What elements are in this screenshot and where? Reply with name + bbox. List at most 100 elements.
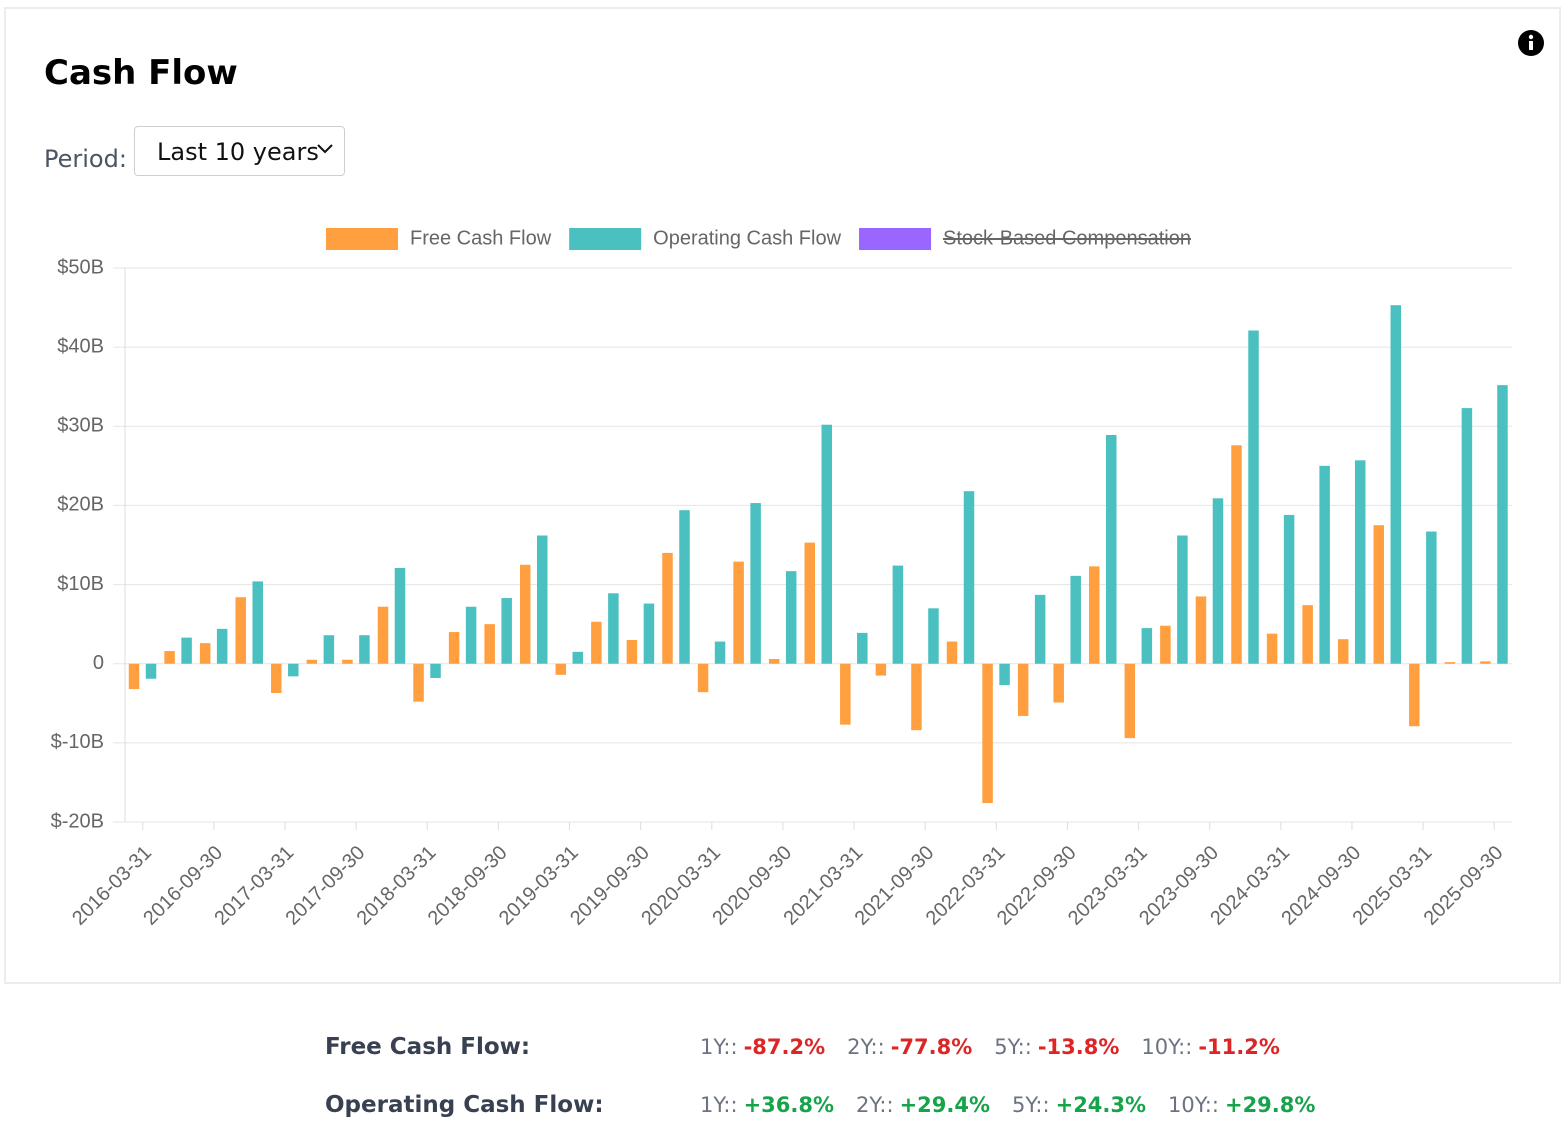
bar xyxy=(430,663,441,678)
chart: $-20B$-10B0$10B$20B$30B$40B$50B2016-03-3… xyxy=(51,227,1512,930)
bar xyxy=(1354,460,1366,664)
chevron xyxy=(317,144,333,154)
bar xyxy=(1231,445,1242,664)
bar xyxy=(1177,535,1188,664)
bar xyxy=(128,663,140,690)
bar xyxy=(911,663,922,731)
title: Cash Flow xyxy=(44,53,238,93)
bar xyxy=(591,621,602,664)
bar xyxy=(342,659,353,664)
stats: Free Cash Flow: 1Y:: -87.2% 2Y:: -77.8% 5Y:: -… xyxy=(325,1018,1337,1134)
stat-period: 2Y:: xyxy=(856,1093,894,1117)
bar xyxy=(1373,525,1385,664)
bar xyxy=(1283,514,1295,664)
bar xyxy=(1160,625,1171,664)
bar xyxy=(821,424,832,664)
bar xyxy=(643,603,655,664)
bar xyxy=(679,510,690,664)
bar xyxy=(714,641,726,664)
bar xyxy=(555,663,567,675)
period-value: Last 10 years xyxy=(157,138,319,166)
bar xyxy=(1034,594,1046,664)
bar xyxy=(216,628,228,664)
bar xyxy=(1141,628,1153,664)
stat-item: 2Y:: -77.8% xyxy=(847,1035,972,1059)
bar xyxy=(306,659,318,664)
bar xyxy=(750,503,761,664)
stat-period: 2Y:: xyxy=(847,1035,885,1059)
bar xyxy=(804,542,815,664)
y-tick-label: 0 xyxy=(93,652,104,674)
bar xyxy=(199,643,211,664)
bar xyxy=(662,552,673,664)
y-tick-label: $50B xyxy=(57,256,104,278)
bar xyxy=(359,635,370,664)
bar xyxy=(608,593,619,664)
bar xyxy=(1195,596,1207,664)
bar xyxy=(377,606,389,664)
bar xyxy=(1017,663,1029,716)
bar xyxy=(484,624,495,664)
y-tick-label: $-10B xyxy=(51,731,104,753)
period-label: Period: xyxy=(44,145,127,173)
legend-swatch xyxy=(569,228,642,250)
stat-period: 1Y:: xyxy=(700,1035,738,1059)
info-icon[interactable] xyxy=(1517,29,1545,57)
bar xyxy=(1480,661,1491,664)
stat-item: 1Y:: -87.2% xyxy=(700,1035,825,1059)
card: Cash Flow Period: Last 10 years xyxy=(4,7,1561,984)
stat-item: 1Y:: +36.8% xyxy=(700,1093,834,1117)
y-tick-label: $-20B xyxy=(51,810,104,832)
bar xyxy=(181,637,192,664)
y-tick-label: $40B xyxy=(57,335,104,357)
stat-item: 5Y:: +24.3% xyxy=(1012,1093,1146,1117)
bar xyxy=(840,663,851,725)
bar xyxy=(572,651,584,664)
stat-period: 10Y:: xyxy=(1168,1093,1219,1117)
bar xyxy=(394,567,406,664)
bar xyxy=(1390,305,1402,664)
bar xyxy=(1461,408,1473,664)
y-tick-label: $20B xyxy=(57,494,104,516)
stat-value: +29.8% xyxy=(1224,1093,1316,1117)
bar xyxy=(501,598,512,664)
bar xyxy=(626,639,638,664)
bar xyxy=(1248,330,1259,664)
bar xyxy=(448,632,460,664)
bar xyxy=(1212,498,1224,664)
bar xyxy=(519,564,531,664)
stat-item: 5Y:: -13.8% xyxy=(994,1035,1119,1059)
bar xyxy=(413,663,424,702)
bar xyxy=(271,663,282,693)
legend-swatch xyxy=(326,228,398,250)
bar xyxy=(252,581,263,664)
stat-row: Free Cash Flow: 1Y:: -87.2% 2Y:: -77.8% 5Y:: -… xyxy=(325,1018,1337,1076)
bar xyxy=(1106,434,1117,664)
period-select[interactable]: Last 10 years xyxy=(134,126,345,176)
bar xyxy=(946,641,958,664)
stat-item: 10Y:: +29.8% xyxy=(1168,1093,1315,1117)
bar xyxy=(145,663,157,679)
stat-period: 1Y:: xyxy=(700,1093,738,1117)
bar xyxy=(164,651,175,664)
bar xyxy=(1266,633,1278,664)
stat-value: +24.3% xyxy=(1055,1093,1147,1117)
bar xyxy=(857,632,868,664)
bar xyxy=(768,658,780,664)
bar xyxy=(1337,639,1349,664)
y-tick-label: $30B xyxy=(57,415,104,437)
stat-value: +29.4% xyxy=(899,1093,991,1117)
bar xyxy=(1089,566,1100,664)
stat-value: -87.2% xyxy=(743,1035,826,1059)
bar xyxy=(1497,385,1508,664)
stat-row: Operating Cash Flow: 1Y:: +36.8% 2Y:: +29.4%… xyxy=(325,1076,1337,1134)
stat-value: -11.2% xyxy=(1198,1035,1280,1059)
stat-value: -13.8% xyxy=(1037,1035,1120,1059)
legend-label: Free Cash Flow xyxy=(410,227,552,249)
stat-item: 10Y:: -11.2% xyxy=(1141,1035,1280,1059)
bar xyxy=(1302,605,1313,664)
bar xyxy=(1319,465,1330,664)
stat-name: Free Cash Flow: xyxy=(325,1034,531,1060)
bar xyxy=(999,663,1010,686)
